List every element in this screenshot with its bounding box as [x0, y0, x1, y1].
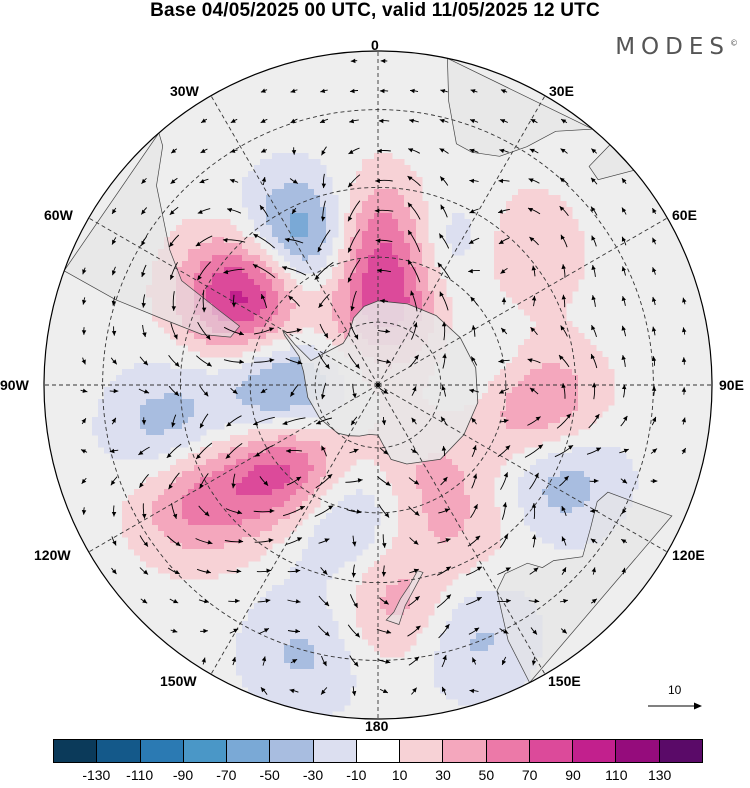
lon-label-150w: 150W — [160, 673, 197, 689]
copyright-mark: © — [730, 38, 738, 47]
colorbar-tick-label: -110 — [126, 767, 153, 783]
colorbar-segment — [97, 740, 140, 762]
colorbar-segment — [616, 740, 659, 762]
colorbar-segment — [270, 740, 313, 762]
colorbar-segment — [314, 740, 357, 762]
colorbar-tick-label: 90 — [565, 767, 581, 783]
colorbar — [53, 739, 703, 763]
page-title: Base 04/05/2025 00 UTC, valid 11/05/2025… — [0, 0, 750, 22]
colorbar-segment — [573, 740, 616, 762]
colorbar-tick-label: -10 — [346, 767, 366, 783]
reference-vector-arrowhead — [694, 703, 702, 710]
lon-label-0: 0 — [371, 37, 379, 53]
modes-logo: MODES© — [615, 34, 738, 60]
lon-label-30w: 30W — [170, 83, 199, 99]
lon-label-90w: 90W — [0, 377, 29, 393]
colorbar-tick-label: 110 — [605, 767, 627, 783]
colorbar-segment — [443, 740, 486, 762]
colorbar-segment — [54, 740, 97, 762]
colorbar-segment — [141, 740, 184, 762]
lon-label-180: 180 — [365, 718, 388, 734]
colorbar-tick-label: 130 — [648, 767, 671, 783]
lon-label-90e: 90E — [719, 377, 744, 393]
colorbar-tick-label: 30 — [435, 767, 451, 783]
lon-label-120e: 120E — [672, 547, 705, 563]
colorbar-tick-label: -90 — [173, 767, 193, 783]
colorbar-segment — [400, 740, 443, 762]
colorbar-tick-label: 70 — [522, 767, 538, 783]
lon-label-120w: 120W — [34, 547, 71, 563]
colorbar-segment — [184, 740, 227, 762]
south-pole-marker — [376, 383, 380, 387]
lon-label-60w: 60W — [44, 207, 73, 223]
colorbar-tick-label: -70 — [216, 767, 236, 783]
colorbar-tick-label: -30 — [303, 767, 323, 783]
colorbar-segment — [357, 740, 400, 762]
brand-text: MODES — [615, 34, 730, 60]
lon-label-60e: 60E — [672, 207, 697, 223]
vector-scale-label: 10 — [668, 683, 681, 697]
colorbar-segment — [487, 740, 530, 762]
colorbar-segment — [530, 740, 573, 762]
colorbar-tick-label: -50 — [260, 767, 280, 783]
colorbar-segment — [227, 740, 270, 762]
lon-label-150e: 150E — [548, 673, 581, 689]
colorbar-tick-label: 10 — [392, 767, 408, 783]
lon-label-30e: 30E — [549, 83, 574, 99]
colorbar-segment — [660, 740, 702, 762]
colorbar-tick-label: -130 — [82, 767, 110, 783]
colorbar-tick-label: 50 — [479, 767, 495, 783]
